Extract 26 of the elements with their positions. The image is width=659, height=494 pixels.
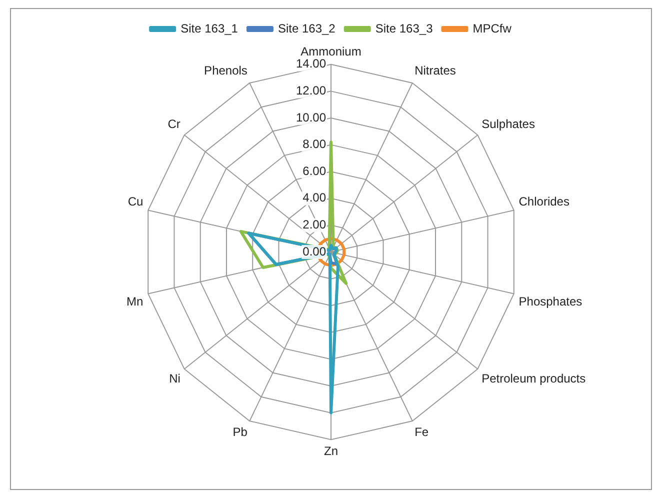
y-tick-label: 8.00	[302, 137, 326, 152]
legend-label: MPCfw	[472, 21, 512, 36]
spoke-label: Sulphates	[482, 117, 535, 132]
spoke-label: Mn	[126, 294, 144, 308]
spoke-label: Ammonium	[300, 44, 362, 59]
spoke-label: Pb	[232, 425, 248, 440]
spoke-label: Ni	[169, 372, 180, 386]
y-tick-label: 0.00	[302, 244, 326, 258]
y-tick-label: 4.00	[302, 190, 326, 205]
spoke-label: Cu	[128, 194, 144, 208]
y-tick-label: 14.00	[296, 56, 326, 71]
spoke-label: Fe	[414, 425, 429, 440]
spoke-label: Petroleum products	[482, 372, 586, 386]
spoke-label: Chlorides	[518, 194, 570, 208]
spoke-label: Nitrates	[414, 64, 456, 78]
y-tick-label: 10.00	[296, 110, 326, 124]
spoke-label: Phenols	[204, 64, 248, 78]
legend-label: Site 163_3	[375, 21, 434, 36]
legend-label: Site 163_2	[278, 21, 336, 36]
y-tick-label: 6.00	[302, 164, 326, 178]
spoke-label: Zn	[324, 444, 338, 458]
y-tick-label: 2.00	[302, 218, 326, 232]
spoke-label: Phosphates	[518, 294, 582, 308]
y-tick-label: 12.00	[296, 84, 326, 98]
spoke-label: Cr	[168, 117, 180, 132]
legend-label: Site 163_1	[180, 21, 238, 36]
